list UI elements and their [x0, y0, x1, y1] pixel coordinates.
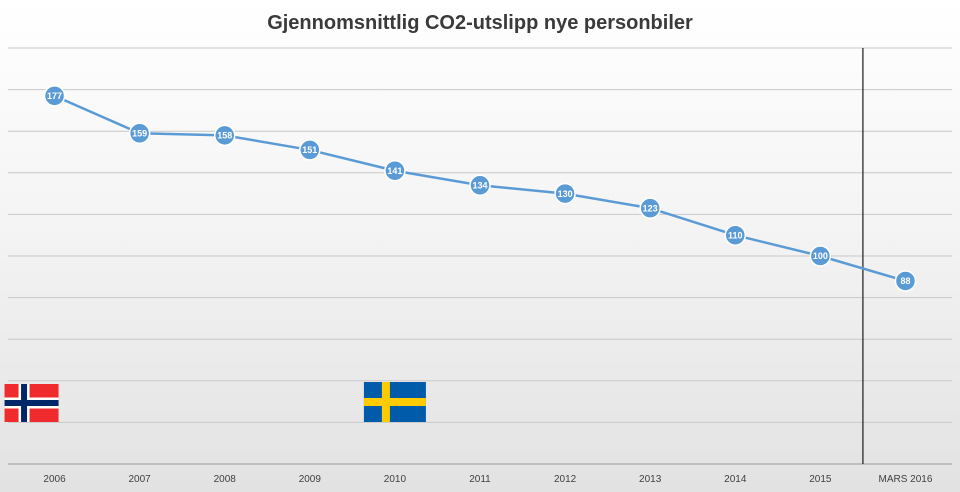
flags — [4, 382, 426, 422]
data-label: 110 — [728, 230, 743, 240]
x-tick-label: 2010 — [384, 474, 407, 485]
x-tick-label: 2009 — [299, 474, 322, 485]
x-tick-label: MARS 2016 — [878, 474, 932, 485]
norway-flag-icon — [4, 384, 59, 422]
x-tick-label: 2006 — [43, 474, 66, 485]
sweden-flag-yellow-horizontal — [363, 398, 426, 406]
x-tick-label: 2008 — [214, 474, 237, 485]
data-label: 159 — [132, 128, 147, 138]
data-label: 100 — [813, 251, 828, 261]
data-point-marker — [213, 124, 236, 147]
chart-title: Gjennomsnittlig CO2-utslipp nye personbi… — [267, 12, 693, 34]
x-tick-label: 2014 — [724, 474, 747, 485]
data-point-marker — [639, 197, 661, 219]
x-tick-label: 2012 — [554, 474, 577, 485]
x-tick-label: 2015 — [809, 474, 832, 485]
data-label: 141 — [387, 166, 402, 176]
data-point-marker — [128, 122, 151, 145]
data-label: 123 — [643, 203, 658, 213]
x-tick-label: 2011 — [469, 474, 491, 485]
data-label: 130 — [558, 189, 573, 199]
data-point-marker — [469, 174, 491, 197]
data-point-marker — [554, 182, 576, 205]
data-label: 88 — [900, 276, 910, 286]
sweden-flag-icon — [363, 382, 426, 422]
data-point-marker — [384, 159, 406, 182]
data-point-marker — [43, 85, 66, 107]
data-point-marker — [809, 245, 832, 267]
data-label: 134 — [472, 180, 487, 190]
data-label: 151 — [302, 145, 317, 155]
norway-flag-blue-horizontal — [4, 400, 59, 406]
data-point-marker — [299, 139, 321, 161]
x-tick-label: 2013 — [639, 474, 662, 485]
data-point-marker — [894, 270, 917, 292]
x-tick-label: 2007 — [129, 474, 152, 485]
data-point-marker — [724, 224, 747, 246]
gridlines — [8, 47, 952, 465]
data-points: 177 159 158 151 141 134 130 123 110 100 88 — [43, 85, 917, 292]
x-axis: 2006 2007 2008 2009 2010 2011 2012 2013 2014 2015… — [43, 474, 932, 485]
data-label: 177 — [47, 91, 62, 101]
data-label: 158 — [217, 131, 232, 141]
